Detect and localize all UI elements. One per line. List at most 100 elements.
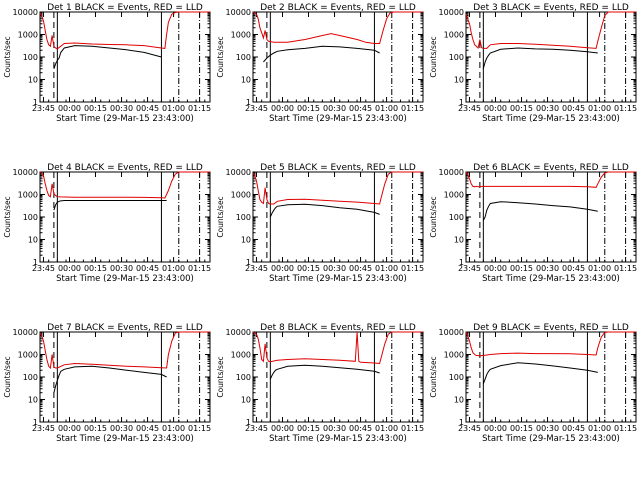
plot-frame [465, 331, 637, 423]
y-tick-label: 10000 [13, 168, 38, 177]
x-tick-label: 00:00 [58, 424, 81, 433]
x-tick-label: 01:15 [401, 104, 424, 113]
panel-title: Det 8 BLACK = Events, RED = LLD [260, 323, 416, 333]
x-tick-label: 23:45 [32, 264, 55, 273]
y-axis-label: Counts/sec [3, 356, 12, 397]
series-lld-line [465, 331, 636, 357]
x-tick-label: 00:00 [271, 424, 294, 433]
x-tick-label: 00:15 [510, 104, 533, 113]
x-tick-label: 01:00 [588, 424, 611, 433]
plot-frame [39, 171, 211, 263]
plot-frame [465, 171, 637, 263]
plot-frame [39, 11, 211, 103]
plot-frame [252, 11, 424, 103]
y-tick-label: 1000 [231, 31, 251, 40]
panel-det-5: Det 5 BLACK = Events, RED = LLD 1 10 100 100… [216, 163, 424, 284]
y-tick-label: 1 [33, 98, 38, 107]
plot-frame [39, 331, 211, 423]
y-tick-label: 1000 [18, 351, 38, 360]
y-tick-label: 1 [33, 258, 38, 267]
y-tick-label: 10 [454, 236, 464, 245]
x-tick-label: 00:45 [349, 264, 372, 273]
x-tick-label: 00:15 [510, 424, 533, 433]
panel-title: Det 1 BLACK = Events, RED = LLD [47, 3, 203, 13]
x-tick-label: 00:30 [323, 424, 346, 433]
y-axis-label: Counts/sec [216, 196, 225, 237]
y-tick-label: 100 [449, 213, 464, 222]
series-events-line [263, 45, 380, 63]
panel-title: Det 2 BLACK = Events, RED = LLD [260, 3, 416, 13]
y-axis-label: Counts/sec [429, 196, 438, 237]
x-tick-label: 23:45 [32, 104, 55, 113]
series-events-line [482, 201, 598, 221]
x-tick-label: 01:15 [188, 104, 211, 113]
series-events-line [269, 203, 380, 218]
y-tick-label: 1000 [231, 351, 251, 360]
x-axis-label: Start Time (29-Mar-15 23:43:00) [56, 274, 194, 284]
x-tick-label: 01:00 [162, 424, 185, 433]
plot-frame [252, 171, 424, 263]
y-tick-label: 10 [454, 76, 464, 85]
x-tick-label: 01:00 [588, 264, 611, 273]
panel-det-6: Det 6 BLACK = Events, RED = LLD 1 10 100 100… [429, 163, 637, 284]
y-tick-label: 100 [23, 53, 38, 62]
x-tick-label: 00:00 [484, 104, 507, 113]
x-tick-label: 00:30 [110, 264, 133, 273]
x-tick-label: 00:30 [323, 264, 346, 273]
x-tick-label: 00:00 [58, 104, 81, 113]
series-lld-line [39, 331, 210, 370]
x-tick-label: 01:15 [188, 424, 211, 433]
x-tick-label: 23:45 [32, 424, 55, 433]
panel-title: Det 5 BLACK = Events, RED = LLD [260, 163, 416, 173]
x-axis-label: Start Time (29-Mar-15 23:43:00) [56, 114, 194, 124]
y-tick-label: 10000 [226, 168, 251, 177]
y-tick-label: 1 [246, 258, 251, 267]
x-tick-label: 00:15 [84, 104, 107, 113]
y-tick-label: 10 [28, 396, 38, 405]
x-tick-label: 00:45 [136, 104, 159, 113]
series-lld-line [39, 11, 210, 50]
y-tick-label: 10000 [226, 328, 251, 337]
series-events-line [53, 365, 167, 393]
x-tick-label: 00:45 [136, 424, 159, 433]
x-axis-label: Start Time (29-Mar-15 23:43:00) [269, 114, 407, 124]
x-tick-label: 00:30 [536, 264, 559, 273]
y-tick-label: 1 [459, 98, 464, 107]
series-lld-line [39, 171, 210, 199]
panel-title: Det 6 BLACK = Events, RED = LLD [473, 163, 629, 173]
x-tick-label: 01:15 [614, 104, 637, 113]
y-tick-label: 100 [449, 373, 464, 382]
panel-det-1: Det 1 BLACK = Events, RED = LLD 1 10 100 100… [3, 3, 211, 124]
y-tick-label: 1 [459, 258, 464, 267]
y-tick-label: 100 [23, 373, 38, 382]
y-tick-label: 100 [236, 53, 251, 62]
x-tick-label: 23:45 [458, 424, 481, 433]
x-tick-label: 00:45 [562, 264, 585, 273]
x-axis-label: Start Time (29-Mar-15 23:43:00) [482, 434, 620, 444]
x-tick-label: 00:30 [323, 104, 346, 113]
x-tick-label: 00:30 [536, 104, 559, 113]
series-lld-line [465, 171, 636, 188]
y-tick-label: 100 [23, 213, 38, 222]
series-events-line [53, 200, 167, 211]
y-tick-label: 10000 [13, 8, 38, 17]
x-tick-label: 00:45 [562, 424, 585, 433]
y-tick-label: 100 [236, 373, 251, 382]
y-tick-label: 10 [241, 236, 251, 245]
y-axis-label: Counts/sec [429, 36, 438, 77]
x-axis-label: Start Time (29-Mar-15 23:43:00) [482, 114, 620, 124]
series-lld-line [252, 11, 423, 44]
y-tick-label: 10 [241, 396, 251, 405]
y-tick-label: 1 [246, 418, 251, 427]
y-axis-label: Counts/sec [3, 196, 12, 237]
series-events-line [482, 362, 598, 384]
y-tick-label: 1 [246, 98, 251, 107]
x-tick-label: 00:15 [84, 424, 107, 433]
x-tick-label: 23:45 [458, 104, 481, 113]
y-tick-label: 1 [459, 418, 464, 427]
y-tick-label: 10000 [439, 168, 464, 177]
series-events-line [482, 47, 598, 69]
y-tick-label: 10 [454, 396, 464, 405]
x-tick-label: 23:45 [245, 104, 268, 113]
x-tick-label: 00:15 [510, 264, 533, 273]
